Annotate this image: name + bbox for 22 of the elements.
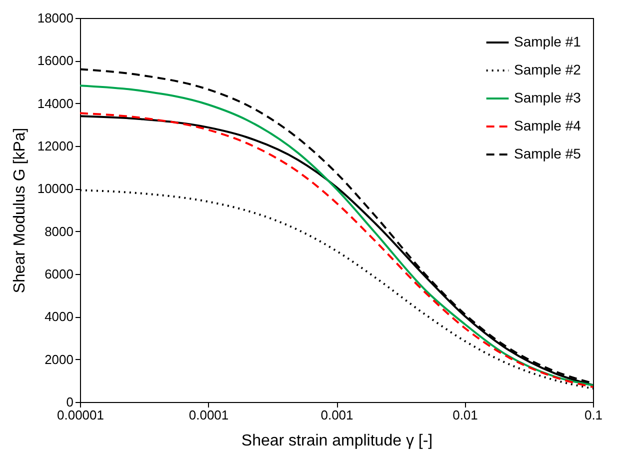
- legend-label: Sample #1: [514, 34, 582, 50]
- legend-label: Sample #4: [514, 118, 582, 134]
- y-tick-label: 6000: [44, 266, 74, 282]
- legend-label: Sample #3: [514, 90, 582, 106]
- x-tick-label: 0.00001: [57, 408, 104, 422]
- x-tick-label: 0.001: [320, 408, 354, 422]
- y-tick-label: 14000: [37, 96, 74, 111]
- x-axis-title: Shear strain amplitude γ [-]: [241, 432, 433, 450]
- y-tick-label: 18000: [37, 10, 74, 26]
- legend-label: Sample #2: [514, 62, 582, 78]
- y-tick-label: 8000: [44, 224, 74, 239]
- y-tick-label: 12000: [37, 138, 74, 154]
- y-tick-label: 4000: [44, 309, 74, 324]
- x-tick-label: 0.0001: [188, 408, 229, 422]
- y-tick-label: 2000: [44, 352, 74, 367]
- y-tick-label: 10000: [37, 181, 74, 196]
- x-tick-label: 0.1: [584, 408, 603, 422]
- legend-label: Sample #5: [514, 146, 582, 162]
- x-tick-label: 0.01: [452, 408, 478, 422]
- y-tick-label: 16000: [37, 53, 74, 68]
- y-tick-label: 0: [66, 394, 74, 410]
- y-axis-title: Shear Modulus G [kPa]: [11, 128, 28, 294]
